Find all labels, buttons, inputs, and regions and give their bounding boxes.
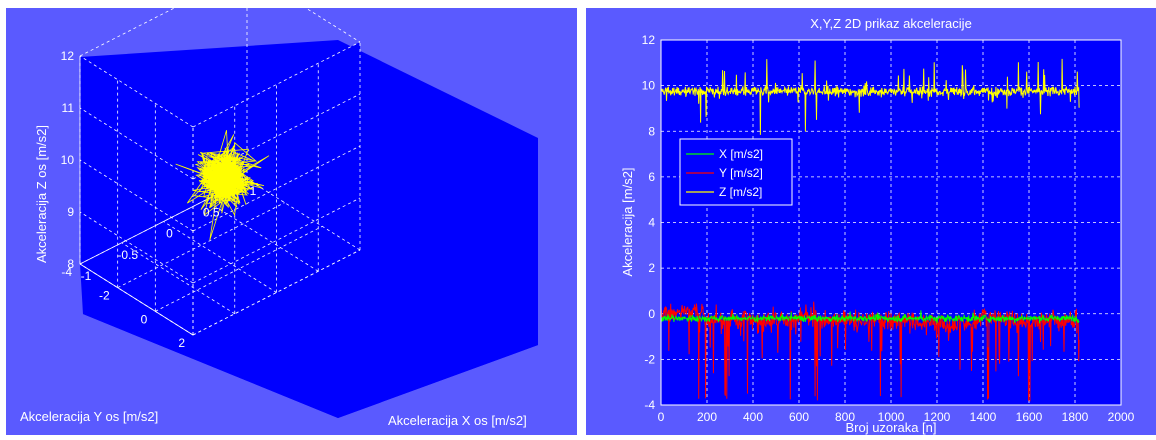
- x-tick-label: 2000: [1108, 410, 1135, 424]
- box-edge: [292, 0, 361, 43]
- figure-panel-2d: 0 200 400 600 800 1000 1200 1400 1600 1800 2000 -4 -…: [586, 8, 1156, 435]
- left-wall-grid-z: [79, 55, 194, 128]
- y-tick-label: 4: [648, 216, 655, 230]
- z-tick-label: 12: [61, 49, 75, 63]
- x-tick-label: 1200: [924, 410, 951, 424]
- plot-frame: [660, 39, 1122, 406]
- x-tick-label: 1: [250, 184, 257, 198]
- x-tick-label: -1: [81, 269, 92, 283]
- ticks-2d: 0 200 400 600 800 1000 1200 1400 1600 1800 2000 -4 -…: [642, 33, 1135, 424]
- left-wall-grid-z: [79, 211, 194, 284]
- back-wall-grid-z: [192, 41, 361, 128]
- legend-entry-z: Z [m/s2]: [719, 185, 762, 199]
- y-tick-label: 10: [642, 79, 656, 93]
- floor-grid-y: [155, 225, 323, 312]
- x-tick-label: -0.5: [117, 248, 138, 262]
- y-tick-label: 12: [642, 33, 656, 47]
- series-line-x: [660, 310, 1080, 324]
- x-tick-label: 400: [743, 410, 763, 424]
- floor-grid-y: [117, 202, 285, 289]
- y-tick-label: 0: [141, 312, 148, 326]
- box-edge: [79, 0, 191, 57]
- x-tick-label: 0.5: [203, 205, 220, 219]
- legend: X [m/s2] Y [m/s2] Z [m/s2]: [679, 138, 793, 206]
- back-wall-grid-z: [192, 249, 361, 336]
- z-tick-label: 9: [67, 205, 74, 219]
- left-wall-grid-z: [79, 159, 194, 232]
- y-axis-label: Akceleracija Y os [m/s2]: [20, 409, 158, 424]
- floor-grid-x: [121, 242, 235, 315]
- x-tick-label: 1600: [1016, 410, 1043, 424]
- y-tick-label: -2: [644, 352, 655, 366]
- z-tick-label: 10: [61, 153, 75, 167]
- scatter-trajectory: [175, 130, 270, 241]
- chart-2d-line: 0 200 400 600 800 1000 1200 1400 1600 1800 2000 -4 -…: [620, 16, 1135, 435]
- y-tick-label: 6: [648, 170, 655, 184]
- axis-y: [79, 263, 194, 336]
- x-tick-label: 1000: [878, 410, 905, 424]
- ticks-3d: 8 9 10 11 12 -4 -2 0 2 -1 -0.5 0 0.5 1: [61, 49, 257, 350]
- axes-box-fill: [80, 40, 538, 418]
- x-tick-label: 1400: [970, 410, 997, 424]
- grid-3d: [79, 0, 361, 336]
- y-tick-label: -4: [61, 265, 72, 279]
- chart-3d-scatter: 8 9 10 11 12 -4 -2 0 2 -1 -0.5 0 0.5 1 Akceleracija Z…: [20, 0, 538, 428]
- back-wall-grid-z: [192, 145, 361, 232]
- x-axis-label: Broj uzoraka [n]: [845, 420, 936, 435]
- y-tick-label: 2: [648, 261, 655, 275]
- floor-grid-x: [246, 178, 361, 251]
- chart-title: X,Y,Z 2D prikaz akceleracije: [810, 16, 972, 31]
- legend-entry-y: Y [m/s2]: [719, 166, 763, 180]
- series-line-y: [660, 301, 1080, 402]
- z-tick-label: 11: [62, 101, 75, 115]
- legend-entry-x: X [m/s2]: [719, 147, 763, 161]
- y-tick-label: 2: [178, 336, 185, 350]
- x-tick-label: 200: [697, 410, 717, 424]
- floor-grid-x: [205, 199, 319, 272]
- series-line-z: [660, 58, 1080, 135]
- x-tick-label: 600: [789, 410, 809, 424]
- series-2d: [660, 58, 1080, 402]
- left-wall-grid-z: [79, 107, 194, 180]
- y-tick-label: 0: [648, 307, 655, 321]
- x-tick-label: 1800: [1062, 410, 1089, 424]
- y-tick-label: -2: [99, 289, 110, 303]
- y-tick-label: 8: [648, 124, 655, 138]
- y-tick-label: -4: [644, 398, 655, 412]
- y-axis-label: Akceleracija [m/s2]: [620, 167, 635, 276]
- x-tick-label: 0: [658, 410, 665, 424]
- legend-box: [679, 138, 793, 206]
- x-tick-label: 0: [166, 227, 173, 241]
- x-axis-label: Akceleracija X os [m/s2]: [388, 413, 527, 428]
- figure-panel-3d: 8 9 10 11 12 -4 -2 0 2 -1 -0.5 0 0.5 1 Akceleracija Z…: [6, 0, 577, 435]
- back-wall-grid-z: [192, 197, 361, 284]
- data-3d: [175, 130, 270, 241]
- floor-grid-x: [163, 221, 277, 293]
- z-tick-label: 8: [67, 257, 74, 271]
- x-tick-label: 800: [835, 410, 855, 424]
- z-axis-label: Akceleracija Z os [m/s2]: [34, 125, 49, 263]
